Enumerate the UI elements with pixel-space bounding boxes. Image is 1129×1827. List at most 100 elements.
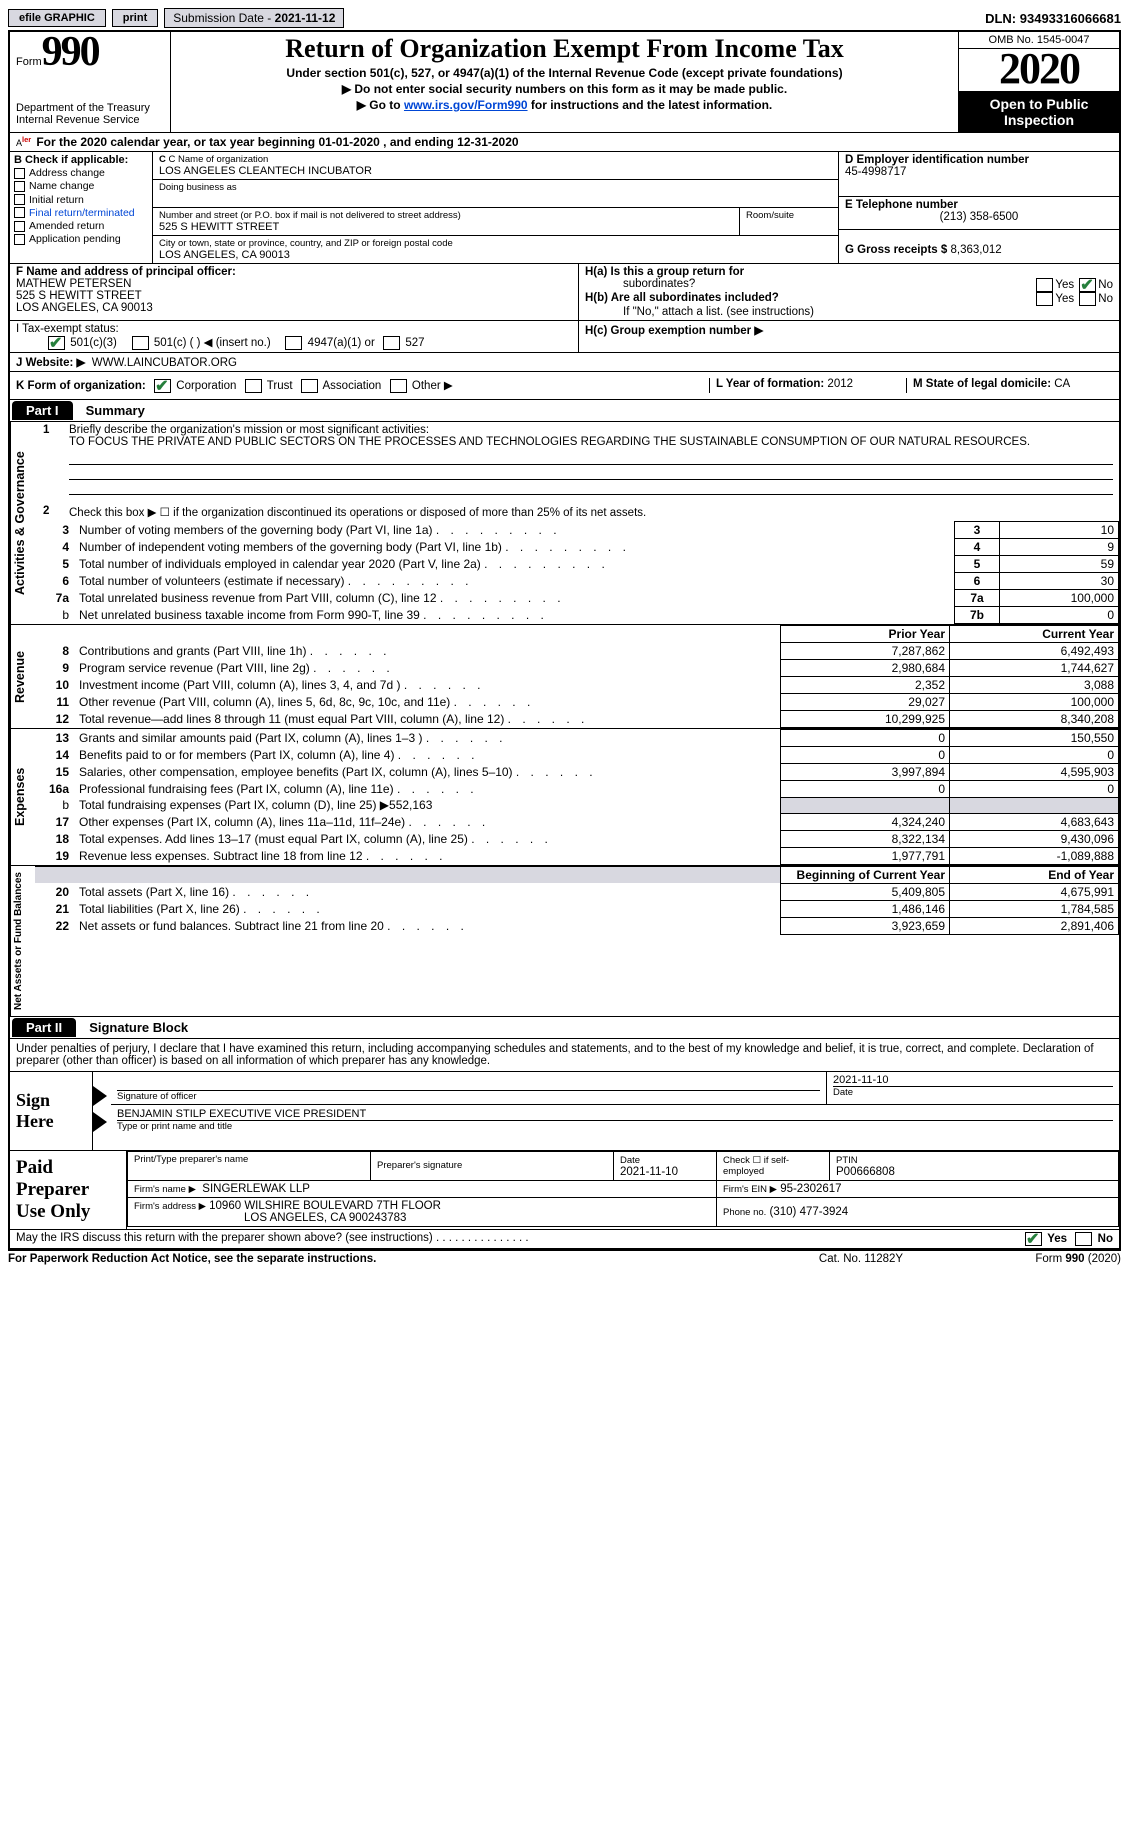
line-text: Net assets or fund balances. Subtract li… bbox=[75, 917, 781, 934]
table-row: 21Total liabilities (Part X, line 26) . … bbox=[35, 900, 1119, 917]
line2-num: 2 bbox=[43, 505, 49, 517]
line-num: 6 bbox=[35, 572, 75, 589]
paid-block: Paid Preparer Use Only Print/Type prepar… bbox=[10, 1151, 1119, 1230]
ag-vlabel: Activities & Governance bbox=[10, 422, 35, 624]
chk-amended[interactable]: Amended return bbox=[14, 220, 148, 233]
i-row: I Tax-exempt status: 501(c)(3) 501(c) ( … bbox=[10, 321, 1119, 353]
header-right: OMB No. 1545-0047 2020 Open to Public In… bbox=[958, 32, 1119, 132]
l-block: L Year of formation: 2012 bbox=[709, 378, 906, 393]
goto-link[interactable]: www.irs.gov/Form990 bbox=[404, 98, 528, 112]
discuss-yes[interactable] bbox=[1025, 1232, 1042, 1246]
period-text: For the 2020 calendar year, or tax year … bbox=[36, 135, 518, 149]
discuss-dots: . . . . . . . . . . . . . . . bbox=[436, 1232, 529, 1244]
f-addr2: LOS ANGELES, CA 90013 bbox=[16, 302, 153, 314]
k-assoc[interactable] bbox=[301, 379, 318, 393]
line-num: b bbox=[35, 606, 75, 623]
table-row: 5Total number of individuals employed in… bbox=[35, 555, 1119, 572]
mission-lbl: Briefly describe the organization's miss… bbox=[69, 424, 429, 436]
firm-name: SINGERLEWAK LLP bbox=[202, 1183, 310, 1195]
part2-header: Part II Signature Block bbox=[10, 1017, 1119, 1039]
efile-button[interactable]: efile GRAPHIC bbox=[8, 9, 106, 27]
k-trust[interactable] bbox=[245, 379, 262, 393]
prior-val: 2,352 bbox=[781, 676, 950, 693]
table-row: bTotal fundraising expenses (Part IX, co… bbox=[35, 797, 1119, 813]
prior-val: 5,409,805 bbox=[781, 883, 950, 900]
table-row: 13Grants and similar amounts paid (Part … bbox=[35, 729, 1119, 746]
submission-date-box: Submission Date - 2021-11-12 bbox=[164, 8, 344, 28]
line-val: 59 bbox=[1000, 555, 1119, 572]
addr-row: Number and street (or P.O. box if mail i… bbox=[153, 208, 838, 236]
firm-ein: 95-2302617 bbox=[780, 1183, 841, 1195]
penalties: Under penalties of perjury, I declare th… bbox=[10, 1039, 1119, 1071]
exp-table: 13Grants and similar amounts paid (Part … bbox=[35, 729, 1119, 865]
website: WWW.LAINCUBATOR.ORG bbox=[92, 357, 237, 369]
current-val: 4,683,643 bbox=[950, 813, 1119, 830]
i-opt2: 4947(a)(1) or bbox=[308, 337, 375, 349]
i-501c[interactable] bbox=[132, 336, 149, 350]
firm-ein-cell: Firm's EIN ▶ 95-2302617 bbox=[717, 1180, 1119, 1197]
prep-h1: Print/Type preparer's name bbox=[128, 1151, 371, 1180]
i-4947[interactable] bbox=[285, 336, 302, 350]
table-row: 18Total expenses. Add lines 13–17 (must … bbox=[35, 830, 1119, 847]
i-501c3[interactable] bbox=[48, 336, 65, 350]
prep-date: Date2021-11-10 bbox=[614, 1151, 717, 1180]
i-block: I Tax-exempt status: 501(c)(3) 501(c) ( … bbox=[10, 321, 579, 352]
prep-self[interactable]: Check ☐ if self-employed bbox=[717, 1151, 830, 1180]
b-through-g: B Check if applicable: Address change Na… bbox=[10, 152, 1119, 264]
i-527[interactable] bbox=[383, 336, 400, 350]
line-val: 0 bbox=[1000, 606, 1119, 623]
print-button[interactable]: print bbox=[112, 9, 158, 27]
line-box: 7a bbox=[955, 589, 1000, 606]
l-lbl: L Year of formation: bbox=[716, 378, 824, 390]
prior-val: 4,324,240 bbox=[781, 813, 950, 830]
line-num: 12 bbox=[35, 710, 75, 727]
chk-name[interactable]: Name change bbox=[14, 180, 148, 193]
table-row: 8Contributions and grants (Part VIII, li… bbox=[35, 642, 1119, 659]
line-val: 100,000 bbox=[1000, 589, 1119, 606]
f-name: MATHEW PETERSEN bbox=[16, 278, 131, 290]
line-num: 16a bbox=[35, 780, 75, 797]
city-row: City or town, state or province, country… bbox=[153, 236, 838, 263]
prior-val bbox=[781, 797, 950, 813]
k-opt0: Corporation bbox=[176, 380, 236, 392]
line-num: 3 bbox=[35, 521, 75, 538]
form-number: 990 bbox=[42, 29, 99, 75]
prior-val: 3,997,894 bbox=[781, 763, 950, 780]
line-text: Total number of volunteers (estimate if … bbox=[75, 572, 955, 589]
chk-pending[interactable]: Application pending bbox=[14, 233, 148, 246]
line-num: 14 bbox=[35, 746, 75, 763]
firm-phone-cell: Phone no. (310) 477-3924 bbox=[717, 1197, 1119, 1226]
table-row: 12Total revenue—add lines 8 through 11 (… bbox=[35, 710, 1119, 727]
current-val bbox=[950, 797, 1119, 813]
chk-final[interactable]: Final return/terminated bbox=[14, 207, 148, 220]
table-row: 16aProfessional fundraising fees (Part I… bbox=[35, 780, 1119, 797]
city: LOS ANGELES, CA 90013 bbox=[159, 249, 832, 261]
chk-initial[interactable]: Initial return bbox=[14, 194, 148, 207]
ein: 45-4998717 bbox=[845, 166, 906, 178]
chk-address[interactable]: Address change bbox=[14, 167, 148, 180]
k-other[interactable] bbox=[390, 379, 407, 393]
ha-lbl: H(a) Is this a group return for bbox=[585, 266, 744, 278]
current-val: 150,550 bbox=[950, 729, 1119, 746]
goto-line: ▶ Go to www.irs.gov/Form990 for instruct… bbox=[179, 98, 950, 112]
ag-table: 3Number of voting members of the governi… bbox=[35, 521, 1119, 624]
line-num: 4 bbox=[35, 538, 75, 555]
submission-date: 2021-11-12 bbox=[275, 11, 336, 25]
m-val: CA bbox=[1054, 378, 1070, 390]
dept-irs: Internal Revenue Service bbox=[16, 114, 140, 126]
officer-name: BENJAMIN STILP EXECUTIVE VICE PRESIDENT bbox=[117, 1108, 1113, 1121]
k-corp[interactable] bbox=[154, 379, 171, 393]
line2-text: Check this box ▶ ☐ if the organization d… bbox=[69, 507, 646, 519]
gross: 8,363,012 bbox=[950, 244, 1001, 256]
discuss-no[interactable] bbox=[1075, 1232, 1092, 1246]
line-text: Total number of individuals employed in … bbox=[75, 555, 955, 572]
table-row: 9Program service revenue (Part VIII, lin… bbox=[35, 659, 1119, 676]
ha-yes[interactable] bbox=[1036, 278, 1053, 292]
hb-yes[interactable] bbox=[1036, 292, 1053, 306]
prior-val: 2,980,684 bbox=[781, 659, 950, 676]
line-num: 8 bbox=[35, 642, 75, 659]
hb-no[interactable] bbox=[1079, 292, 1096, 306]
sign-date-lbl: Date bbox=[833, 1087, 1113, 1098]
type-lbl: Type or print name and title bbox=[117, 1121, 1113, 1132]
ha-no[interactable] bbox=[1079, 278, 1096, 292]
